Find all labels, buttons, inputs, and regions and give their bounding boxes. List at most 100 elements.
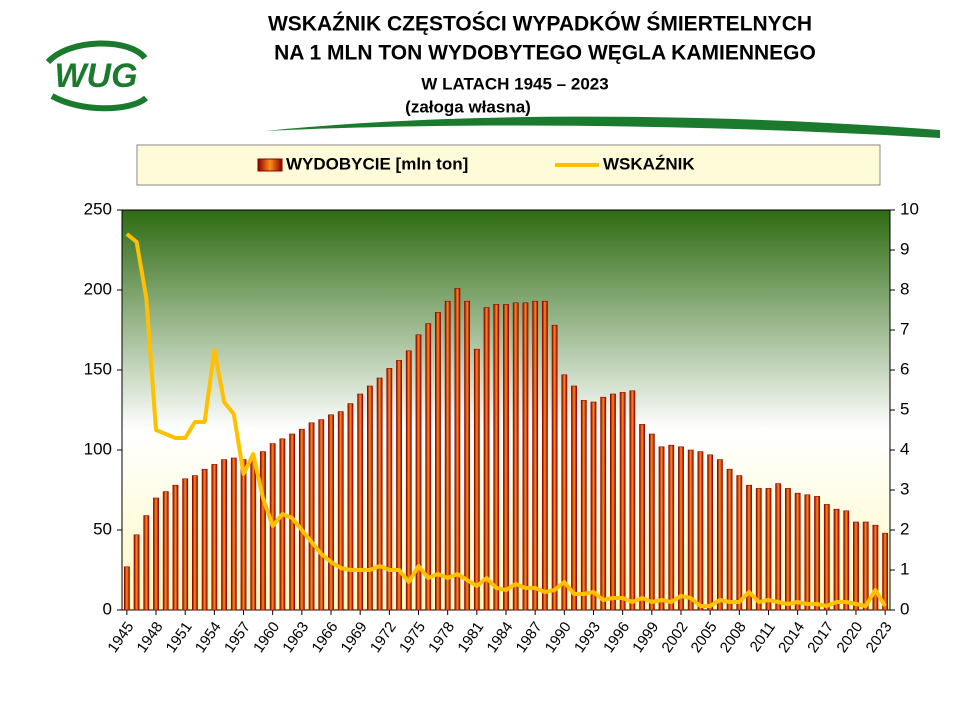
- x-tick-label: 1960: [250, 619, 283, 656]
- bar: [833, 508, 840, 611]
- bar: [736, 475, 743, 611]
- y-tick-label: 0: [103, 599, 112, 618]
- y-tick-label: 50: [93, 519, 112, 538]
- bar: [192, 475, 198, 611]
- x-tick-label: 2023: [863, 619, 896, 656]
- x-tick-label: 1972: [367, 619, 400, 656]
- y2-tick-label: 2: [900, 519, 909, 538]
- bar: [454, 288, 461, 611]
- bar: [473, 348, 480, 611]
- x-tick-label: 2008: [717, 619, 750, 656]
- x-tick-label: 1981: [454, 619, 487, 656]
- x-tick-label: 1993: [571, 619, 604, 656]
- y-tick-label: 250: [84, 199, 112, 218]
- y2-tick-label: 1: [900, 559, 909, 578]
- bar: [610, 393, 616, 611]
- bar: [590, 401, 597, 611]
- bar: [639, 424, 646, 611]
- x-tick-label: 2002: [658, 619, 691, 656]
- title-line: WSKAŹNIK CZĘSTOŚCI WYPADKÓW ŚMIERTELNYCH: [268, 12, 812, 36]
- logo: WUG: [45, 40, 148, 112]
- bar: [746, 484, 752, 611]
- bar: [347, 403, 354, 611]
- legend-swatch: [257, 158, 283, 172]
- x-tick-label: 2020: [833, 619, 866, 656]
- bar: [716, 459, 723, 611]
- x-tick-label: 1969: [338, 619, 371, 656]
- bar: [133, 534, 140, 611]
- bar: [785, 488, 791, 611]
- bar: [503, 304, 509, 611]
- bar: [658, 446, 665, 611]
- bar: [532, 300, 539, 611]
- logo-text: WUG: [54, 57, 137, 95]
- bar: [619, 392, 626, 611]
- bar: [279, 438, 286, 611]
- bar: [153, 497, 159, 611]
- bar: [366, 385, 373, 611]
- y2-tick-label: 5: [900, 399, 909, 418]
- bar: [668, 444, 675, 611]
- x-tick-label: 1963: [279, 619, 312, 656]
- bar: [814, 496, 820, 611]
- legend-label: WSKAŹNIK: [603, 154, 695, 173]
- bar: [678, 446, 684, 611]
- x-tick-label: 1951: [163, 619, 196, 656]
- bar: [541, 300, 548, 611]
- y2-tick-label: 3: [900, 479, 909, 498]
- x-tick-label: 2011: [747, 619, 779, 655]
- subtitle-line: W LATACH 1945 – 2023: [421, 74, 608, 93]
- subtitle-line: (załoga własna): [405, 97, 531, 116]
- y2-tick-label: 4: [900, 439, 909, 458]
- bar: [308, 422, 315, 611]
- bar: [435, 312, 441, 611]
- y2-tick-label: 9: [900, 239, 909, 258]
- y-tick-label: 100: [84, 439, 112, 458]
- bar: [804, 494, 811, 611]
- bar: [444, 300, 451, 611]
- bar: [250, 457, 257, 611]
- bar: [561, 374, 568, 611]
- bar: [765, 488, 772, 611]
- bar: [376, 377, 383, 611]
- bar: [298, 428, 305, 611]
- bar: [707, 454, 714, 611]
- bar: [726, 468, 733, 611]
- bar: [162, 491, 169, 611]
- x-tick-label: 2005: [688, 619, 721, 656]
- bar: [143, 515, 150, 611]
- bar: [697, 451, 704, 611]
- bar: [221, 459, 227, 611]
- x-tick-label: 1990: [542, 619, 575, 656]
- bar: [882, 532, 889, 611]
- bar: [396, 360, 402, 611]
- bar: [493, 304, 500, 611]
- title-line: NA 1 MLN TON WYDOBYTEGO WĘGLA KAMIENNEGO: [274, 42, 816, 65]
- y2-tick-label: 7: [900, 319, 909, 338]
- bar: [182, 478, 189, 611]
- bar: [522, 302, 529, 611]
- bar: [357, 393, 364, 611]
- x-tick-label: 1954: [192, 619, 225, 656]
- y2-tick-label: 6: [900, 359, 909, 378]
- x-tick-label: 1957: [221, 619, 254, 656]
- y-tick-label: 200: [84, 279, 112, 298]
- bar: [823, 504, 830, 611]
- bar: [794, 492, 801, 611]
- bar: [483, 307, 490, 611]
- bar: [172, 484, 179, 611]
- bar: [260, 451, 266, 611]
- bar: [240, 459, 247, 611]
- x-tick-label: 1999: [629, 619, 662, 656]
- bar: [123, 566, 130, 611]
- x-tick-label: 1966: [308, 619, 341, 656]
- bar: [512, 302, 519, 611]
- bar: [328, 414, 334, 611]
- x-tick-label: 1975: [396, 619, 429, 656]
- x-tick-label: 2014: [775, 619, 808, 656]
- bar: [425, 323, 432, 611]
- bar: [648, 433, 655, 611]
- x-tick-label: 1996: [600, 619, 633, 656]
- bar: [211, 464, 218, 611]
